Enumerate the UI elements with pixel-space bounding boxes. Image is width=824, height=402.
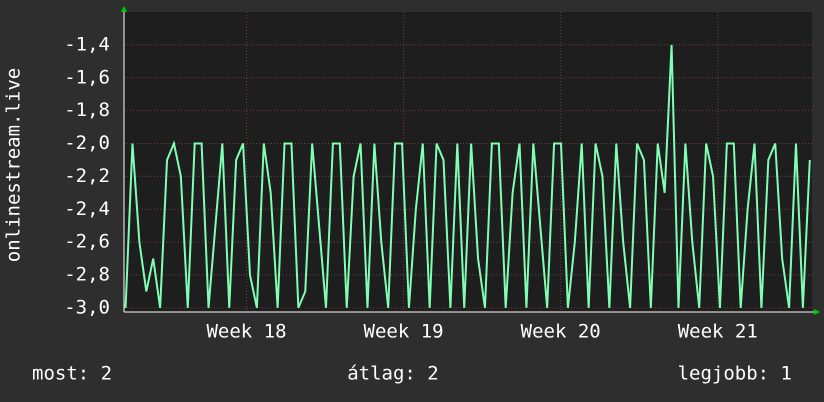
y-tick-label: -1,6 bbox=[64, 66, 110, 88]
axis-arrow bbox=[121, 6, 127, 12]
y-axis-label: onlinestream.live bbox=[3, 68, 25, 262]
plot bbox=[124, 12, 812, 312]
axis-arrow bbox=[814, 309, 820, 315]
x-tick-label: Week 18 bbox=[206, 321, 286, 343]
footer-stat: most: 2 bbox=[32, 363, 112, 385]
y-tick-label: -2,6 bbox=[64, 231, 110, 253]
plot-area bbox=[124, 12, 812, 312]
y-tick-label: -2,2 bbox=[64, 165, 110, 187]
data-line bbox=[124, 44, 811, 309]
x-tick-label: Week 21 bbox=[678, 321, 758, 343]
y-tick-label: -2,8 bbox=[64, 264, 110, 286]
footer-stat: átlag: 2 bbox=[347, 363, 439, 385]
y-tick-label: -2,4 bbox=[64, 198, 110, 220]
y-tick-label: -2,0 bbox=[64, 132, 110, 154]
x-tick-label: Week 20 bbox=[521, 321, 601, 343]
x-tick-label: Week 19 bbox=[364, 321, 444, 343]
y-tick-label: -3,0 bbox=[64, 296, 110, 318]
y-tick-label: -1,4 bbox=[64, 33, 110, 55]
footer-stat: legjobb: 1 bbox=[678, 363, 792, 385]
y-tick-label: -1,8 bbox=[64, 99, 110, 121]
